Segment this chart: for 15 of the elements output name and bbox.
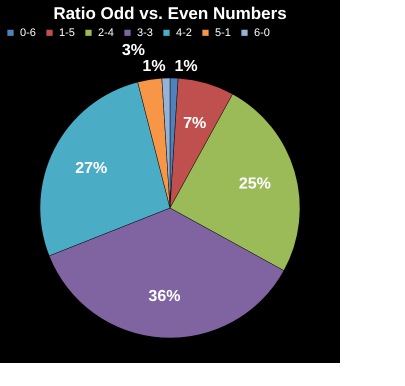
legend-label: 5-1: [215, 26, 231, 39]
data-label: 3%: [122, 42, 145, 59]
legend-label: 4-2: [176, 26, 192, 39]
data-label: 25%: [238, 175, 271, 192]
data-label: 1%: [142, 58, 166, 76]
legend-label: 0-6: [20, 26, 36, 39]
data-label: 1%: [174, 58, 198, 76]
data-label: 36%: [148, 288, 180, 306]
legend-label: 3-3: [137, 26, 153, 39]
legend-label: 1-5: [59, 26, 75, 39]
legend-label: 6-0: [254, 26, 270, 39]
chart-title: Ratio Odd vs. Even Numbers: [53, 4, 287, 23]
legend-label: 2-4: [98, 26, 114, 39]
data-label: 27%: [75, 160, 108, 177]
data-label: 7%: [183, 115, 206, 132]
